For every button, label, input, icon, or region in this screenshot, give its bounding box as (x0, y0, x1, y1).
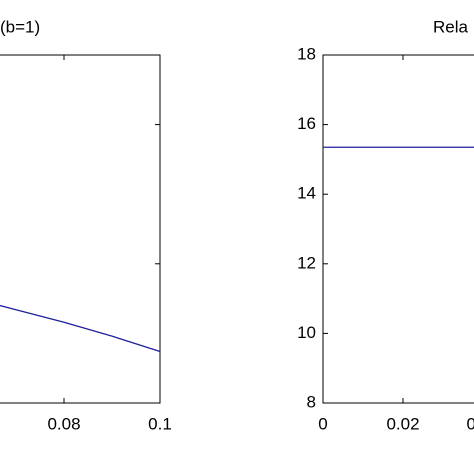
x-tick-label: 0.08 (47, 414, 80, 433)
data-line (0, 304, 161, 353)
x-tick-label: 0.04 (466, 414, 474, 433)
x-tick-label: 0 (318, 414, 327, 433)
y-tick-label: 8 (307, 392, 316, 411)
axes-box (0, 54, 161, 404)
y-tick-label: 12 (297, 253, 316, 272)
y-tick-label: 10 (297, 323, 316, 342)
x-tick-label: 0.02 (386, 414, 419, 433)
y-tick-label: 18 (297, 44, 316, 63)
x-tick-label: 0.1 (148, 414, 172, 433)
chart-title: (b=1) (0, 17, 40, 36)
chart-title: Rela (433, 17, 469, 36)
y-tick-label: 14 (297, 184, 316, 203)
y-tick-label: 16 (297, 114, 316, 133)
axes-box (322, 54, 474, 404)
